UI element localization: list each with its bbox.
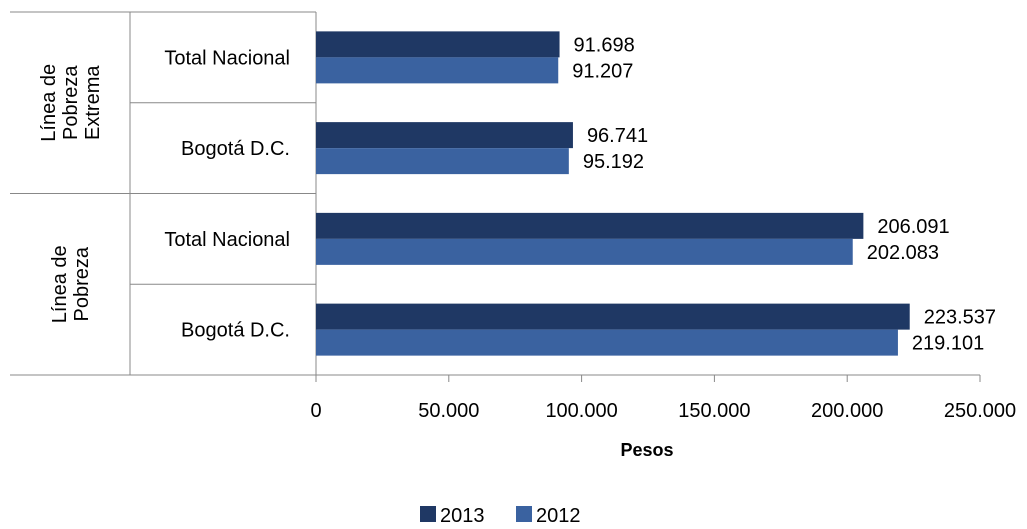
bars	[316, 31, 910, 356]
group-label-line: Extrema	[82, 65, 104, 140]
x-tick-label: 250.000	[944, 400, 1016, 422]
bar-2012	[316, 238, 853, 265]
legend-swatch-2012	[516, 506, 532, 522]
data-label-2012: 91.207	[572, 60, 633, 82]
x-tick-label: 200.000	[811, 400, 883, 422]
group-label: Línea de Pobreza Extrema	[38, 64, 104, 142]
legend-label-2012: 2012	[536, 505, 581, 527]
x-tick-label: 150.000	[678, 400, 750, 422]
bar-2013	[316, 303, 910, 330]
x-tick-label: 0	[310, 400, 321, 422]
x-tick-label: 100.000	[545, 400, 617, 422]
legend-swatch-2013	[420, 506, 436, 522]
x-tick-label: 50.000	[418, 400, 479, 422]
bar-2013	[316, 212, 864, 239]
group-label-line: Pobreza	[71, 246, 93, 321]
x-axis-title: Pesos	[620, 440, 673, 460]
bar-2013	[316, 122, 573, 149]
bar-2012	[316, 329, 898, 356]
group-label-line: Línea de	[38, 64, 60, 142]
category-label: Total Nacional	[164, 47, 290, 69]
category-label: Bogotá D.C.	[181, 138, 290, 160]
data-label-2013: 91.698	[574, 34, 635, 56]
data-label-2013: 223.537	[924, 307, 996, 329]
data-label-2012: 202.083	[867, 242, 939, 264]
data-label-2013: 206.091	[877, 216, 949, 238]
category-label: Bogotá D.C.	[181, 320, 290, 342]
group-label-line: Línea de	[49, 245, 71, 323]
bar-2012	[316, 57, 559, 84]
legend-label-2013: 2013	[440, 505, 485, 527]
group-label: Línea de Pobreza	[49, 245, 93, 323]
group-label-line: Pobreza	[60, 65, 82, 140]
category-label: Total Nacional	[164, 229, 290, 251]
bar-2012	[316, 148, 569, 175]
data-label-2012: 95.192	[583, 151, 644, 173]
data-label-2012: 219.101	[912, 333, 984, 355]
legend: 2013 2012	[420, 505, 581, 527]
bar-2013	[316, 31, 560, 58]
data-label-2013: 96.741	[587, 125, 648, 147]
